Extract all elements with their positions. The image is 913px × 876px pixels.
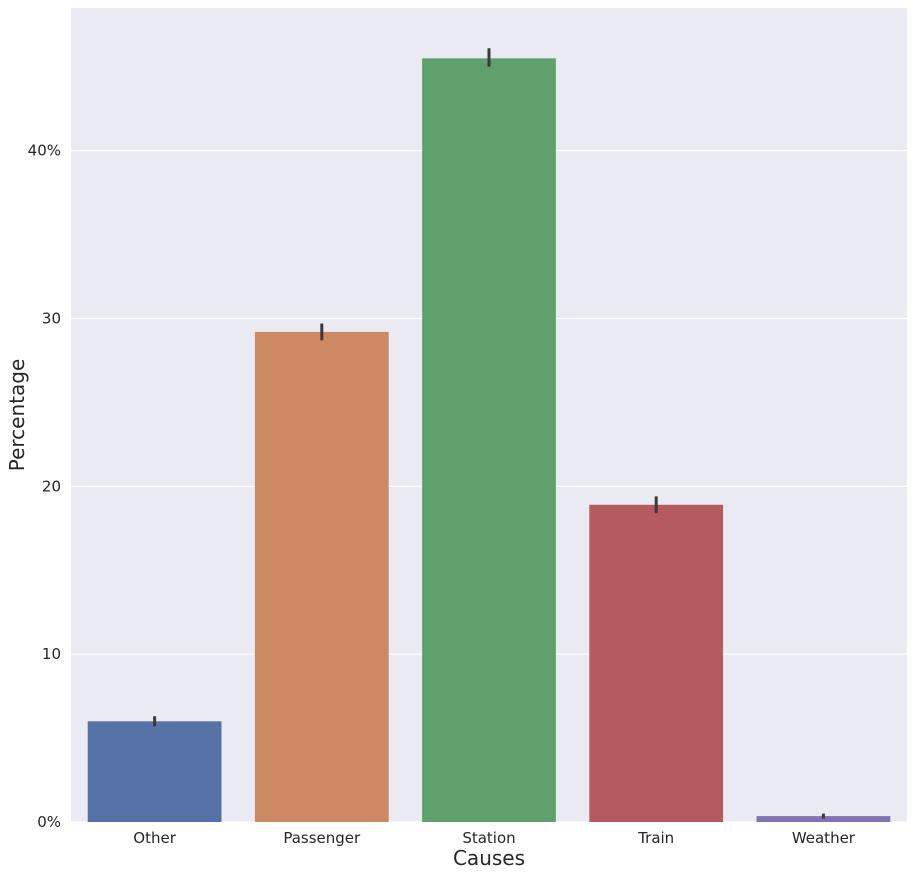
bars (87, 58, 891, 822)
y-axis-label: Percentage (5, 359, 29, 472)
x-tick-label: Weather (792, 829, 856, 847)
bar-passenger (254, 331, 389, 822)
y-tick-label: 0% (37, 813, 61, 831)
bar-station (422, 58, 556, 822)
y-tick-label: 40% (28, 142, 61, 160)
error-bars (153, 48, 825, 819)
x-tick-label: Station (462, 829, 515, 847)
x-axis-label: Causes (453, 846, 525, 870)
x-tick-label: Other (133, 829, 176, 847)
bar-other (87, 721, 222, 822)
y-tick-label: 20 (42, 477, 61, 495)
y-tick-label: 30 (42, 309, 61, 327)
x-axis-ticks: Other Passenger Station Train Weather (133, 829, 856, 847)
bar-weather (756, 816, 891, 822)
bar-train (589, 504, 724, 822)
y-tick-label: 10 (42, 645, 61, 663)
x-tick-label: Passenger (283, 829, 361, 847)
y-axis-ticks: 0% 10 20 30 40% (28, 142, 61, 831)
x-tick-label: Train (637, 829, 674, 847)
